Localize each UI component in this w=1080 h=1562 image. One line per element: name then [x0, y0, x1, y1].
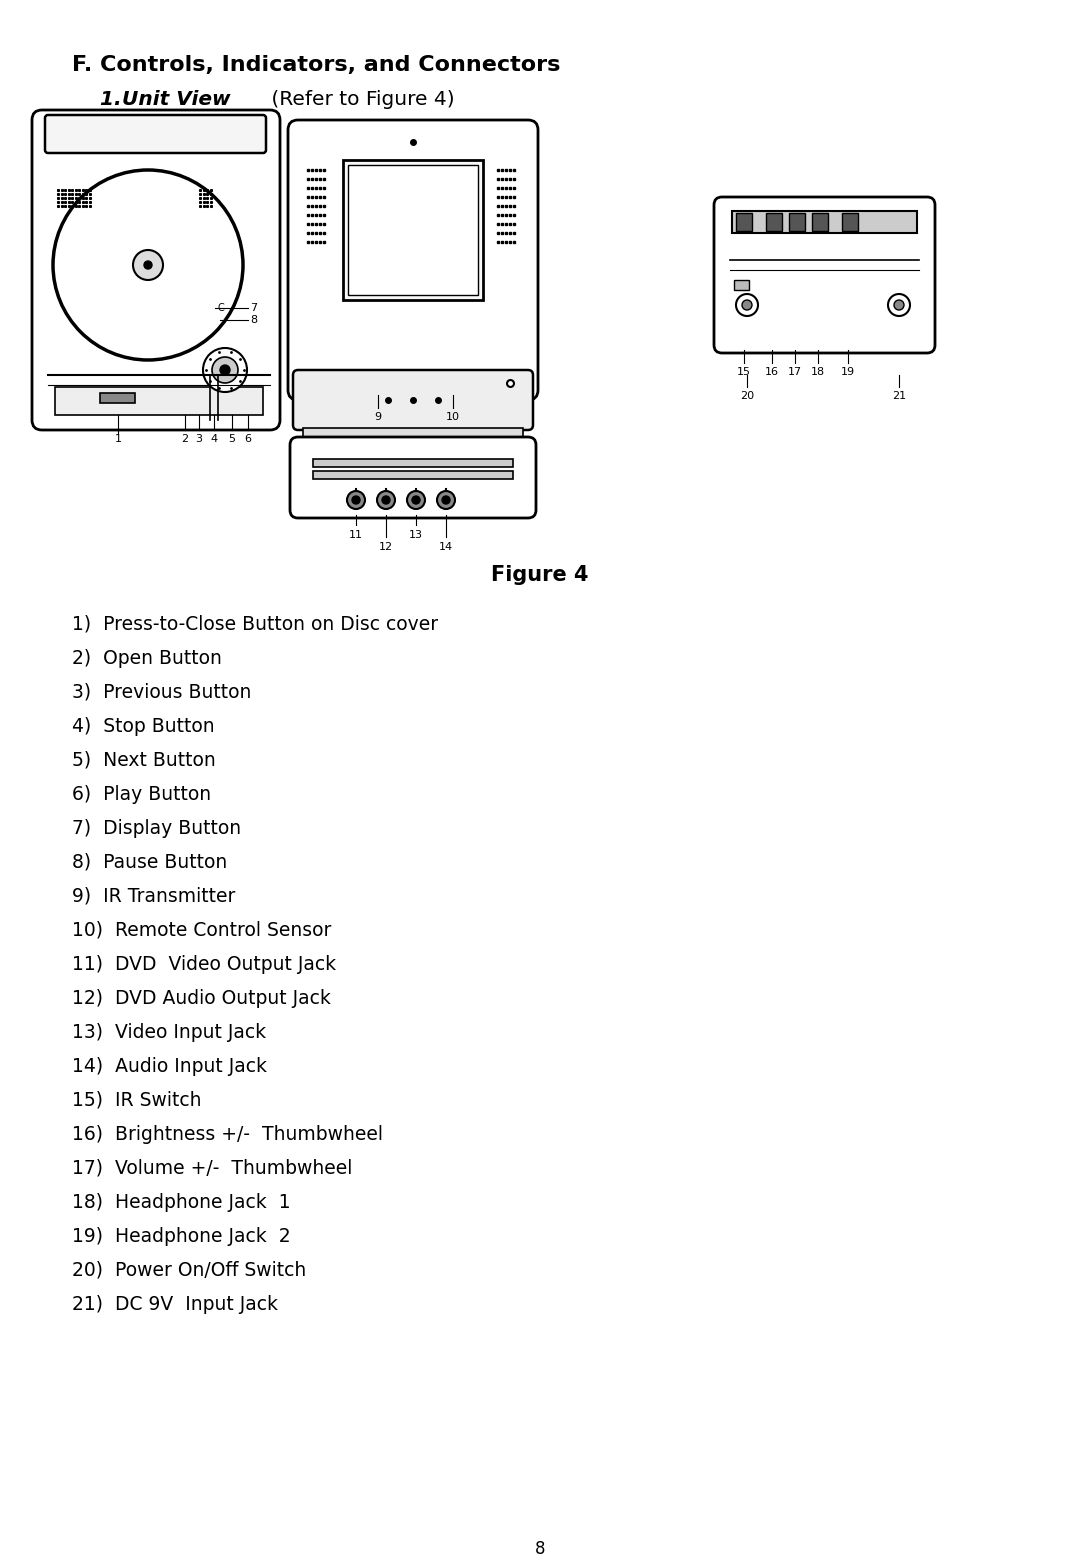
Bar	[343, 159, 483, 300]
Text: 11: 11	[349, 530, 363, 540]
Text: 21: 21	[892, 390, 906, 401]
Bar	[303, 428, 523, 440]
Text: 15)  IR Switch: 15) IR Switch	[72, 1090, 202, 1111]
Bar	[812, 212, 828, 231]
Circle shape	[203, 348, 247, 392]
Bar	[55, 387, 264, 415]
Text: 13)  Video Input Jack: 13) Video Input Jack	[72, 1023, 266, 1042]
Text: 21)  DC 9V  Input Jack: 21) DC 9V Input Jack	[72, 1295, 278, 1314]
Text: 2: 2	[181, 434, 189, 444]
Circle shape	[382, 497, 390, 505]
FancyBboxPatch shape	[714, 197, 935, 353]
Text: 10)  Remote Control Sensor: 10) Remote Control Sensor	[72, 922, 332, 940]
Text: 6: 6	[244, 434, 252, 444]
Text: 1.: 1.	[100, 91, 129, 109]
Circle shape	[442, 497, 450, 505]
Text: 18: 18	[811, 367, 825, 376]
Text: 14: 14	[438, 542, 454, 551]
Text: 10: 10	[446, 412, 460, 422]
Text: F. Controls, Indicators, and Connectors: F. Controls, Indicators, and Connectors	[72, 55, 561, 75]
Circle shape	[144, 261, 152, 269]
Text: (Refer to Figure 4): (Refer to Figure 4)	[265, 91, 455, 109]
Bar	[789, 212, 805, 231]
Text: 4: 4	[211, 434, 217, 444]
Bar	[766, 212, 782, 231]
Text: 19: 19	[841, 367, 855, 376]
Circle shape	[53, 170, 243, 359]
Bar	[348, 166, 478, 295]
Bar	[100, 394, 135, 403]
Text: 2)  Open Button: 2) Open Button	[72, 648, 221, 669]
Text: C: C	[218, 303, 225, 312]
Circle shape	[377, 490, 395, 509]
Text: 1)  Press-to-Close Button on Disc cover: 1) Press-to-Close Button on Disc cover	[72, 615, 438, 634]
Text: 4)  Stop Button: 4) Stop Button	[72, 717, 215, 736]
Circle shape	[407, 490, 426, 509]
Text: 1: 1	[114, 434, 121, 444]
FancyBboxPatch shape	[32, 109, 280, 430]
FancyBboxPatch shape	[45, 116, 266, 153]
FancyBboxPatch shape	[293, 370, 534, 430]
Bar	[313, 459, 513, 467]
Bar	[313, 472, 513, 480]
Text: 6)  Play Button: 6) Play Button	[72, 786, 211, 804]
Text: 5: 5	[229, 434, 235, 444]
Text: 11)  DVD  Video Output Jack: 11) DVD Video Output Jack	[72, 954, 336, 975]
Text: 15: 15	[737, 367, 751, 376]
Text: 8: 8	[535, 1540, 545, 1557]
Text: 7: 7	[249, 303, 257, 312]
Text: 17)  Volume +/-  Thumbwheel: 17) Volume +/- Thumbwheel	[72, 1159, 352, 1178]
Bar	[732, 211, 917, 233]
Text: 8: 8	[249, 316, 257, 325]
Text: 17: 17	[788, 367, 802, 376]
Text: 12: 12	[379, 542, 393, 551]
Bar	[735, 212, 752, 231]
Bar	[734, 280, 750, 291]
Text: 12)  DVD Audio Output Jack: 12) DVD Audio Output Jack	[72, 989, 330, 1007]
Text: 19)  Headphone Jack  2: 19) Headphone Jack 2	[72, 1228, 291, 1246]
Circle shape	[352, 497, 360, 505]
Text: 3)  Previous Button: 3) Previous Button	[72, 683, 252, 701]
Circle shape	[735, 294, 758, 316]
Text: 18)  Headphone Jack  1: 18) Headphone Jack 1	[72, 1193, 291, 1212]
Text: 16)  Brightness +/-  Thumbwheel: 16) Brightness +/- Thumbwheel	[72, 1125, 383, 1143]
FancyBboxPatch shape	[288, 120, 538, 400]
Text: 20)  Power On/Off Switch: 20) Power On/Off Switch	[72, 1261, 307, 1279]
Text: 9)  IR Transmitter: 9) IR Transmitter	[72, 887, 235, 906]
Circle shape	[894, 300, 904, 309]
Circle shape	[742, 300, 752, 309]
Circle shape	[133, 250, 163, 280]
FancyBboxPatch shape	[291, 437, 536, 519]
Bar	[842, 212, 858, 231]
Text: 20: 20	[740, 390, 754, 401]
Circle shape	[220, 366, 230, 375]
Circle shape	[888, 294, 910, 316]
Circle shape	[411, 497, 420, 505]
Text: 9: 9	[375, 412, 381, 422]
Text: 7)  Display Button: 7) Display Button	[72, 818, 241, 837]
Circle shape	[437, 490, 455, 509]
Text: Unit View: Unit View	[122, 91, 231, 109]
Text: Figure 4: Figure 4	[491, 565, 589, 586]
Text: 5)  Next Button: 5) Next Button	[72, 751, 216, 770]
Circle shape	[347, 490, 365, 509]
Text: 13: 13	[409, 530, 423, 540]
Text: 14)  Audio Input Jack: 14) Audio Input Jack	[72, 1057, 267, 1076]
Text: 3: 3	[195, 434, 203, 444]
Text: 16: 16	[765, 367, 779, 376]
Circle shape	[212, 358, 238, 383]
Text: 8)  Pause Button: 8) Pause Button	[72, 853, 227, 872]
